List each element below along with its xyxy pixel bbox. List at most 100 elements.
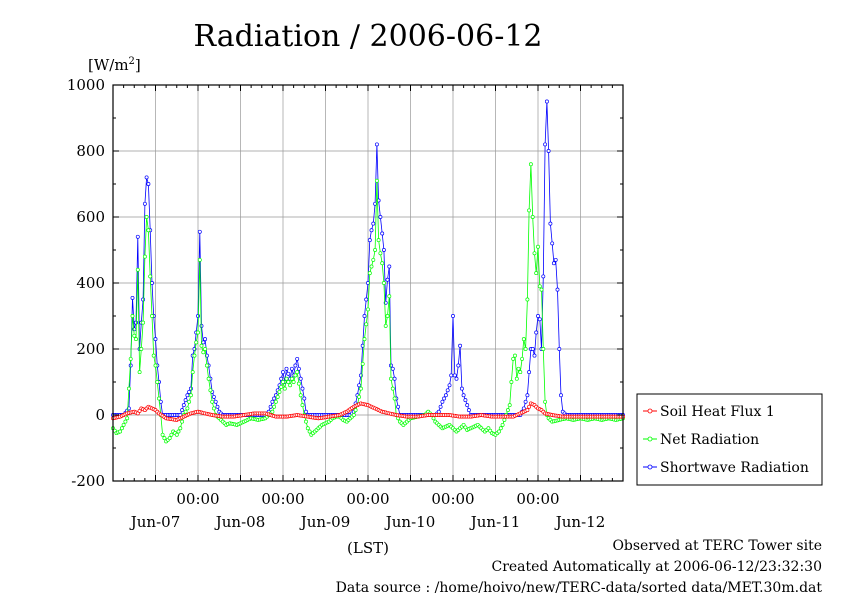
y-tick-label: 1000 <box>67 76 105 94</box>
legend: Soil Heat Flux 1 Net Radiation Shortwave R… <box>636 393 823 486</box>
data-point <box>380 261 385 266</box>
data-point <box>134 337 138 342</box>
x-axis-label: (LST) <box>347 539 389 557</box>
data-point <box>289 376 294 381</box>
data-point <box>559 393 563 398</box>
data-point <box>289 366 294 371</box>
data-point <box>539 287 544 292</box>
data-point <box>555 287 560 292</box>
x-time-label: 00:00 <box>261 490 304 508</box>
data-point <box>374 178 379 183</box>
data-point <box>514 376 519 381</box>
data-point <box>525 297 530 302</box>
data-point <box>436 409 441 414</box>
series-soil-heat-flux-1 <box>111 401 625 422</box>
data-point <box>511 356 516 361</box>
data-point <box>523 399 528 404</box>
data-point <box>132 327 137 332</box>
data-point <box>516 366 521 371</box>
data-point <box>463 425 468 430</box>
x-time-label: 00:00 <box>346 490 389 508</box>
data-point <box>381 281 386 285</box>
data-point <box>150 314 154 318</box>
legend-box <box>636 393 823 486</box>
data-point <box>544 99 549 104</box>
y-tick-label: 200 <box>76 340 105 358</box>
data-point <box>445 388 450 393</box>
data-point <box>374 142 379 147</box>
data-point <box>187 389 192 394</box>
data-point <box>146 228 151 233</box>
data-point <box>502 417 507 422</box>
data-point <box>185 406 190 411</box>
data-point <box>532 353 537 358</box>
data-point <box>281 380 285 384</box>
data-point <box>126 386 131 391</box>
data-point <box>534 271 539 276</box>
x-date-label: Jun-07 <box>129 513 181 531</box>
x-time-label: 00:00 <box>176 490 219 508</box>
data-point <box>443 393 448 398</box>
data-point <box>286 371 291 376</box>
data-point <box>277 389 282 394</box>
data-point <box>281 370 285 375</box>
data-point <box>466 408 471 413</box>
data-point <box>527 208 532 213</box>
data-point <box>500 422 505 427</box>
data-point <box>389 376 393 381</box>
data-point <box>194 340 199 345</box>
y-axis-unit: [W/m2] <box>88 56 141 74</box>
data-point <box>119 426 124 431</box>
data-point <box>153 363 158 368</box>
footer-created: Created Automatically at 2006-06-12/23:3… <box>491 559 822 575</box>
data-point <box>176 429 181 434</box>
data-point <box>137 370 142 375</box>
data-point <box>203 347 208 351</box>
data-point <box>157 396 161 401</box>
data-point <box>518 370 523 375</box>
data-point <box>123 419 128 424</box>
data-point <box>201 350 206 355</box>
data-point <box>543 142 548 147</box>
data-point <box>362 314 367 318</box>
x-date-label: Jun-09 <box>299 513 351 531</box>
data-point <box>543 399 548 404</box>
y-tick-label: 0 <box>95 406 105 424</box>
data-point <box>307 429 312 434</box>
data-point <box>387 264 392 269</box>
data-point <box>447 383 452 388</box>
data-point <box>135 411 140 416</box>
data-point <box>199 343 204 348</box>
x-date-label: Jun-10 <box>384 513 436 531</box>
data-point <box>188 386 193 391</box>
data-point <box>293 373 298 378</box>
data-point <box>208 388 213 393</box>
data-point <box>449 373 454 378</box>
data-point <box>210 399 215 404</box>
data-point <box>532 251 537 256</box>
data-point <box>376 238 381 243</box>
data-point <box>456 363 461 368</box>
data-point <box>295 356 300 361</box>
data-point <box>180 408 185 413</box>
data-point <box>527 370 532 375</box>
data-point <box>530 215 535 219</box>
x-date-label: Jun-08 <box>214 513 266 531</box>
data-point <box>139 347 144 351</box>
data-point <box>155 380 160 384</box>
data-point <box>196 330 200 335</box>
data-point <box>296 381 301 386</box>
data-point <box>465 403 470 408</box>
footer-source: Data source : /home/hoivo/new/TERC-data/… <box>336 580 823 595</box>
data-point <box>454 376 459 381</box>
data-point <box>541 274 546 279</box>
data-point <box>385 277 390 282</box>
data-point <box>528 162 533 167</box>
data-point <box>353 408 358 413</box>
data-point <box>551 261 556 266</box>
data-point <box>118 429 123 434</box>
data-point <box>458 343 463 348</box>
data-point <box>438 404 443 409</box>
data-point <box>211 406 216 411</box>
